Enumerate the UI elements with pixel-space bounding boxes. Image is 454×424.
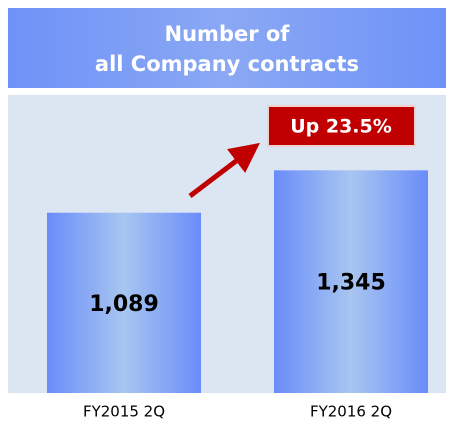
value-label: 1,089 [89,292,159,317]
annotation: Up 23.5% [290,116,392,138]
bar [274,170,428,393]
chart-title: all Company contracts [95,52,359,76]
x-tick-label: FY2016 2Q [310,403,392,421]
x-tick-label: FY2015 2Q [83,403,165,421]
arrow [188,142,260,198]
value-label: 1,345 [316,271,386,296]
chart-title: Number of [165,22,291,46]
annotation-box [267,105,416,147]
bar [47,212,201,393]
title-box [8,8,446,88]
